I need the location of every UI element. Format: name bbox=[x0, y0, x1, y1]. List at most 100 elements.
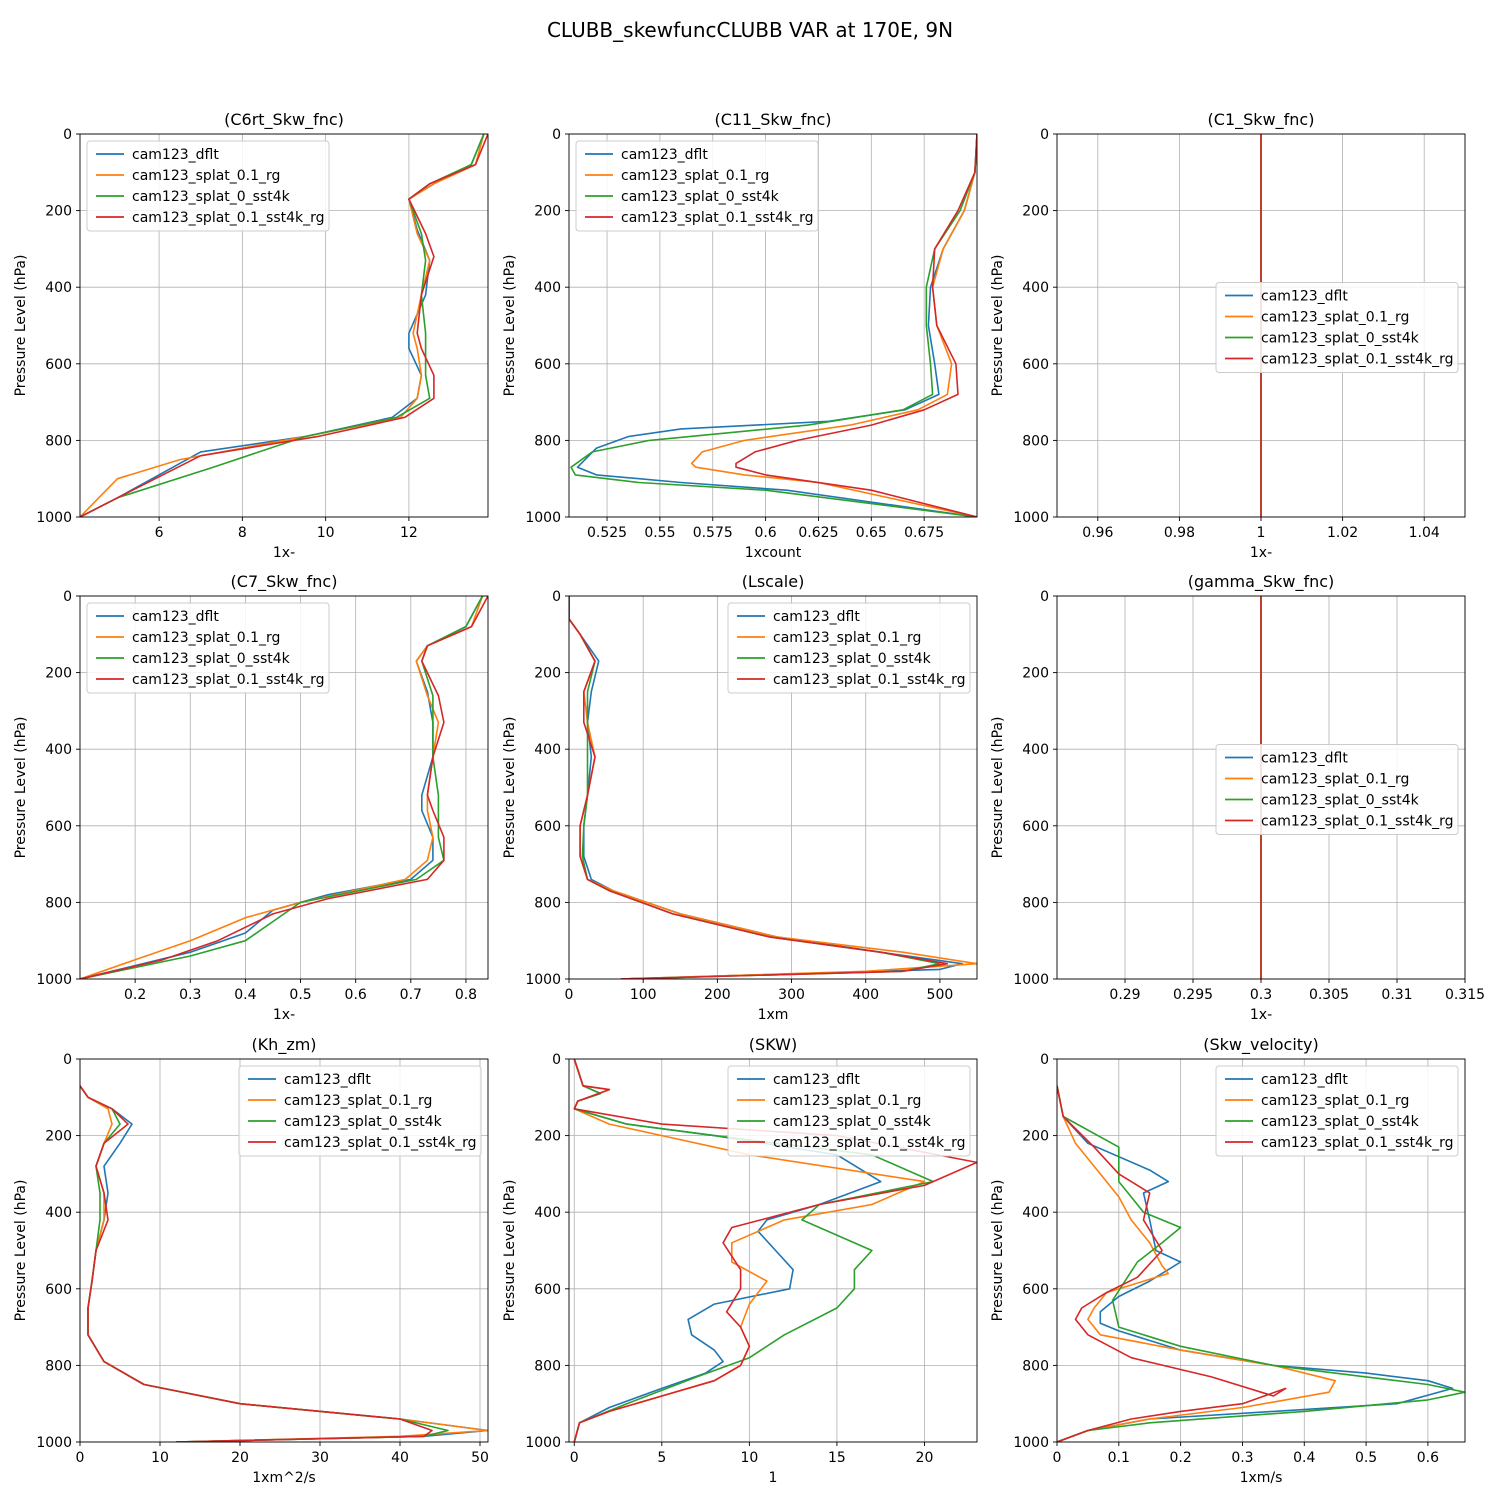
series-line-cam123_splat_0.1_sst4k_rg bbox=[80, 596, 488, 979]
x-axis-label: 1xm bbox=[758, 1007, 789, 1023]
y-tick-label: 0 bbox=[1040, 589, 1049, 605]
y-tick-label: 0 bbox=[552, 589, 561, 605]
x-tick-label: 0 bbox=[1053, 1450, 1062, 1466]
x-tick-label: 0.2 bbox=[124, 987, 146, 1003]
x-tick-label: 20 bbox=[231, 1450, 249, 1466]
legend-box bbox=[1215, 1065, 1459, 1157]
y-tick-label: 800 bbox=[1022, 895, 1049, 911]
legend-label: cam123_splat_0.1_rg bbox=[773, 630, 921, 646]
series-line-cam123_splat_0.1_rg bbox=[80, 596, 484, 979]
y-tick-label: 600 bbox=[45, 1282, 72, 1298]
x-tick-label: 100 bbox=[630, 987, 657, 1003]
legend-label: cam123_splat_0.1_sst4k_rg bbox=[284, 1135, 477, 1151]
grid bbox=[569, 1058, 977, 1443]
legend-label: cam123_splat_0_sst4k bbox=[1261, 1114, 1420, 1130]
subplot-1: 6 8 10 12 0 200 400 600 800 1000 (C6rt_Skw_fnc) 1x-… bbox=[13, 110, 489, 561]
subplot-4: 0.2 0.3 0.4 0.5 0.6 0.7 0.8 0 200 400 600 800 1000 (C… bbox=[13, 572, 489, 1023]
legend-label: cam123_dflt bbox=[1261, 289, 1348, 305]
x-axis-label: 1x- bbox=[273, 545, 295, 561]
y-tick-label: 400 bbox=[534, 1205, 561, 1221]
x-tick-label: 10 bbox=[151, 1450, 169, 1466]
subplot-title: (Skw_velocity) bbox=[1203, 1035, 1319, 1055]
legend-box bbox=[1215, 282, 1459, 373]
subplot-7: 0 10 20 30 40 50 0 200 400 600 800 1000 (Kh_zm) 1xm^2… bbox=[13, 1035, 489, 1486]
x-axis-label: 1xm^2/s bbox=[252, 1470, 315, 1486]
series-group bbox=[80, 1085, 488, 1442]
x-tick-label: 400 bbox=[852, 987, 879, 1003]
y-tick-label: 400 bbox=[45, 742, 72, 758]
series-line-cam123_splat_0_sst4k bbox=[1057, 1085, 1465, 1442]
legend-label: cam123_splat_0.1_rg bbox=[132, 630, 280, 646]
legend-label: cam123_dflt bbox=[773, 609, 860, 625]
x-tick-label: 0.8 bbox=[455, 987, 477, 1003]
series-line-cam123_splat_0.1_sst4k_rg bbox=[573, 1059, 977, 1442]
y-tick-label: 400 bbox=[534, 280, 561, 296]
y-tick-label: 400 bbox=[45, 280, 72, 296]
x-tick-label: 0.315 bbox=[1445, 987, 1485, 1003]
y-axis-label: Pressure Level (hPa) bbox=[990, 717, 1006, 859]
series-line-cam123_splat_0.1_rg bbox=[690, 134, 977, 517]
y-tick-label: 0 bbox=[63, 1052, 72, 1068]
y-tick-label: 200 bbox=[45, 1129, 72, 1145]
legend-label: cam123_splat_0_sst4k bbox=[1261, 793, 1420, 809]
legend-label: cam123_splat_0.1_sst4k_rg bbox=[132, 210, 325, 226]
y-tick-label: 200 bbox=[534, 666, 561, 682]
y-tick-label: 400 bbox=[1022, 280, 1049, 296]
legend-label: cam123_dflt bbox=[132, 147, 219, 163]
x-tick-label: 0.675 bbox=[904, 525, 944, 541]
x-tick-label: 0.7 bbox=[400, 987, 422, 1003]
x-axis-label: 1x- bbox=[1250, 545, 1272, 561]
x-tick-label: 0.2 bbox=[1170, 1450, 1192, 1466]
plot-frame bbox=[568, 133, 978, 518]
x-tick-label: 0.6 bbox=[345, 987, 367, 1003]
x-tick-label: 10 bbox=[317, 525, 335, 541]
legend: cam123_dflt cam123_splat_0.1_rg cam123_spl… bbox=[727, 1065, 971, 1157]
subplot-title: (C1_Skw_fnc) bbox=[1208, 110, 1315, 130]
series-group bbox=[80, 596, 488, 979]
x-tick-label: 500 bbox=[927, 987, 954, 1003]
y-axis-label: Pressure Level (hPa) bbox=[502, 255, 518, 397]
y-tick-label: 1000 bbox=[1013, 510, 1049, 526]
legend-label: cam123_splat_0.1_sst4k_rg bbox=[773, 1135, 966, 1151]
y-tick-label: 400 bbox=[45, 1205, 72, 1221]
legend: cam123_dflt cam123_splat_0.1_rg cam123_spl… bbox=[86, 602, 330, 694]
x-axis-label: 1 bbox=[769, 1470, 778, 1486]
x-tick-label: 40 bbox=[391, 1450, 409, 1466]
x-tick-label: 0.3 bbox=[179, 987, 201, 1003]
y-axis-label: Pressure Level (hPa) bbox=[502, 717, 518, 859]
y-tick-label: 400 bbox=[534, 742, 561, 758]
x-tick-label: 0.6 bbox=[1417, 1450, 1439, 1466]
x-tick-label: 0 bbox=[76, 1450, 85, 1466]
legend-box bbox=[1215, 744, 1459, 835]
x-tick-label: 0.525 bbox=[587, 525, 627, 541]
y-tick-label: 0 bbox=[1040, 1052, 1049, 1068]
legend-box bbox=[238, 1065, 482, 1157]
y-tick-label: 600 bbox=[1022, 1282, 1049, 1298]
subplot-3: 0.96 0.98 1 1.02 1.04 0 200 400 600 800 1000 (C1_Sk… bbox=[990, 110, 1466, 561]
y-tick-label: 1000 bbox=[36, 1435, 72, 1451]
legend-label: cam123_splat_0.1_sst4k_rg bbox=[1261, 814, 1454, 830]
legend: cam123_dflt cam123_splat_0.1_rg cam123_spl… bbox=[727, 602, 971, 694]
x-tick-label: 0.5 bbox=[1355, 1450, 1377, 1466]
x-tick-label: 0.1 bbox=[1108, 1450, 1130, 1466]
y-tick-label: 1000 bbox=[525, 1435, 561, 1451]
x-tick-label: 20 bbox=[916, 1450, 934, 1466]
y-tick-label: 800 bbox=[534, 433, 561, 449]
y-tick-label: 200 bbox=[45, 666, 72, 682]
y-tick-label: 0 bbox=[1040, 127, 1049, 143]
y-tick-label: 1000 bbox=[525, 510, 561, 526]
x-tick-label: 0.98 bbox=[1164, 525, 1195, 541]
subplot-grid: 6 8 10 1202004006008001000(C6rt_Skw_fnc)1x-… bbox=[13, 110, 1485, 1486]
x-tick-label: 0.4 bbox=[1293, 1450, 1315, 1466]
y-tick-label: 600 bbox=[1022, 819, 1049, 835]
x-tick-label: 1.02 bbox=[1327, 525, 1358, 541]
figure-title: CLUBB_skewfuncCLUBB VAR at 170E, 9N bbox=[547, 18, 953, 42]
legend-label: cam123_splat_0_sst4k bbox=[773, 1114, 932, 1130]
legend-label: cam123_dflt bbox=[132, 609, 219, 625]
x-tick-label: 300 bbox=[778, 987, 805, 1003]
subplot-title: (C7_Skw_fnc) bbox=[231, 572, 338, 592]
y-tick-label: 200 bbox=[534, 1129, 561, 1145]
subplot-8: 0 5 10 15 2002004006008001000(SKW)1Pressure … bbox=[502, 1035, 978, 1486]
x-tick-label: 200 bbox=[704, 987, 731, 1003]
